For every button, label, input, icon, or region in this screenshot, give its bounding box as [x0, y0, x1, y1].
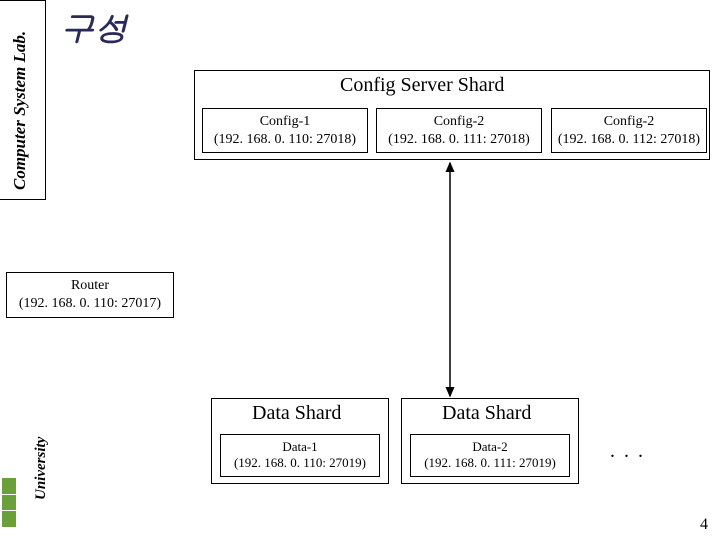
data-node-2: Data-2 (192. 168. 0. 111: 27019)	[410, 434, 570, 477]
data-node-1-name: Data-1	[282, 439, 317, 454]
data-node-1: Data-1 (192. 168. 0. 110: 27019)	[220, 434, 380, 477]
config-node-1: Config-1 (192. 168. 0. 110: 27018)	[202, 108, 368, 153]
config-node-1-name: Config-1	[260, 114, 311, 129]
data-node-2-addr: (192. 168. 0. 111: 27019)	[413, 455, 567, 471]
config-node-3-addr: (192. 168. 0. 112: 27018)	[554, 131, 704, 149]
data-node-2-name: Data-2	[472, 439, 507, 454]
data-shard-2-title: Data Shard	[442, 402, 531, 425]
slide-title: 구성	[60, 2, 128, 51]
router-name: Router	[71, 278, 109, 293]
lab-label: Computer System Lab.	[10, 31, 30, 190]
router-node: Router (192. 168. 0. 110: 27017)	[6, 272, 174, 318]
config-node-1-addr: (192. 168. 0. 110: 27018)	[205, 131, 365, 149]
data-shard-1-title: Data Shard	[252, 402, 341, 425]
university-label: University	[33, 437, 50, 500]
router-addr: (192. 168. 0. 110: 27017)	[9, 295, 171, 313]
config-node-3-name: Config-2	[604, 114, 655, 129]
config-node-2-addr: (192. 168. 0. 111: 27018)	[379, 131, 539, 149]
config-node-2: Config-2 (192. 168. 0. 111: 27018)	[376, 108, 542, 153]
data-node-1-addr: (192. 168. 0. 110: 27019)	[223, 455, 377, 471]
config-node-2-name: Config-2	[434, 114, 485, 129]
page-number: 4	[700, 516, 708, 534]
ellipsis: . . .	[610, 440, 645, 463]
config-shard-title: Config Server Shard	[340, 74, 504, 97]
sch-logo	[2, 478, 16, 528]
config-node-3: Config-2 (192. 168. 0. 112: 27018)	[551, 108, 707, 153]
